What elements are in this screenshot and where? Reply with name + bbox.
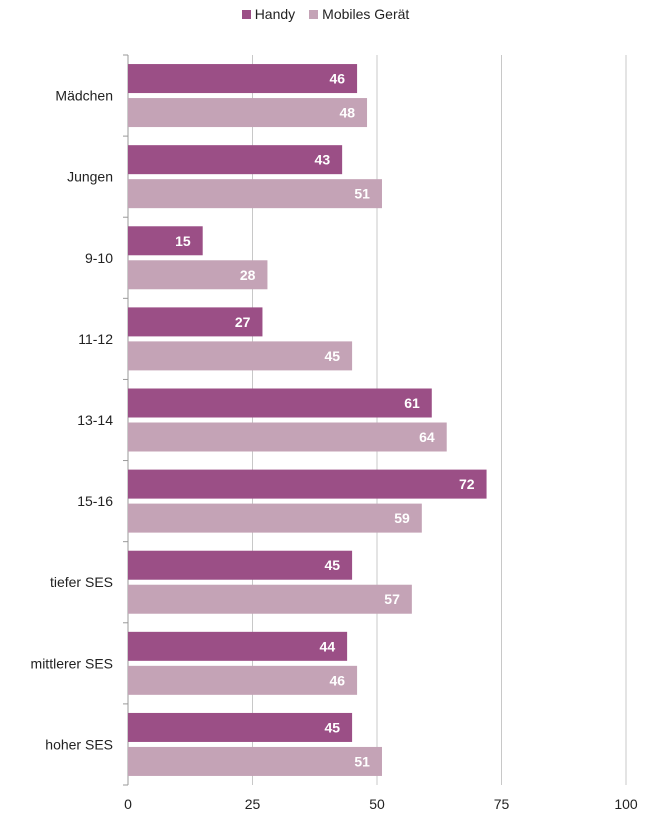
- data-label-mobiles-geraet: 59: [394, 510, 410, 526]
- legend-swatch-handy: [241, 9, 251, 19]
- category-label: mittlerer SES: [31, 655, 113, 671]
- category-label: Jungen: [67, 169, 113, 185]
- category-label: hoher SES: [45, 736, 113, 752]
- data-label-mobiles-geraet: 57: [384, 591, 400, 607]
- bar-mobiles-geraet: [128, 503, 422, 533]
- legend-label-handy: Handy: [254, 6, 296, 22]
- bar-mobiles-geraet: [128, 341, 353, 371]
- legend-item-mobiles-geraet: Mobiles Gerät: [309, 6, 409, 22]
- data-label-handy: 46: [330, 71, 346, 87]
- data-label-mobiles-geraet: 28: [240, 267, 256, 283]
- data-label-handy: 15: [175, 233, 191, 249]
- category-label: tiefer SES: [50, 574, 113, 590]
- bar-handy: [128, 712, 353, 742]
- bar-mobiles-geraet: [128, 98, 368, 128]
- data-label-mobiles-geraet: 48: [339, 105, 355, 121]
- data-label-mobiles-geraet: 51: [354, 186, 370, 202]
- data-label-handy: 72: [459, 476, 475, 492]
- data-label-handy: 43: [315, 152, 331, 168]
- bar-handy: [128, 388, 432, 418]
- data-label-mobiles-geraet: 51: [354, 753, 370, 769]
- data-label-handy: 45: [325, 719, 341, 735]
- category-label: 13-14: [77, 412, 113, 428]
- bar-handy: [128, 469, 487, 499]
- data-label-mobiles-geraet: 46: [330, 672, 346, 688]
- legend-label-mobiles-geraet: Mobiles Gerät: [322, 6, 410, 22]
- data-label-handy: 27: [235, 314, 251, 330]
- bar-mobiles-geraet: [128, 179, 382, 209]
- bar-mobiles-geraet: [128, 584, 412, 614]
- bar-mobiles-geraet: [128, 665, 358, 695]
- x-tick-label-25: 25: [245, 796, 261, 812]
- legend-item-handy: Handy: [241, 6, 296, 22]
- category-label: 15-16: [77, 493, 113, 509]
- x-tick-label-50: 50: [369, 796, 385, 812]
- x-tick-label-0: 0: [124, 796, 132, 812]
- x-tick-label-100: 100: [614, 796, 638, 812]
- data-label-handy: 45: [325, 557, 341, 573]
- bar-handy: [128, 145, 343, 175]
- category-label: 11-12: [78, 331, 113, 347]
- category-label: Mädchen: [55, 88, 113, 104]
- bar-handy: [128, 226, 203, 256]
- bar-mobiles-geraet: [128, 746, 382, 776]
- data-label-handy: 44: [320, 638, 336, 654]
- bar-mobiles-geraet: [128, 422, 447, 452]
- bar-handy: [128, 631, 348, 661]
- bar-handy: [128, 64, 358, 94]
- chart-legend: Handy Mobiles Gerät: [0, 6, 651, 22]
- data-label-mobiles-geraet: 45: [325, 348, 341, 364]
- legend-swatch-mobiles-geraet: [309, 9, 319, 19]
- bar-handy: [128, 550, 353, 580]
- data-label-handy: 61: [404, 395, 420, 411]
- category-label: 9-10: [85, 250, 113, 266]
- bar-handy: [128, 307, 263, 337]
- data-label-mobiles-geraet: 64: [419, 429, 435, 445]
- x-tick-label-75: 75: [494, 796, 510, 812]
- bar-mobiles-geraet: [128, 260, 268, 290]
